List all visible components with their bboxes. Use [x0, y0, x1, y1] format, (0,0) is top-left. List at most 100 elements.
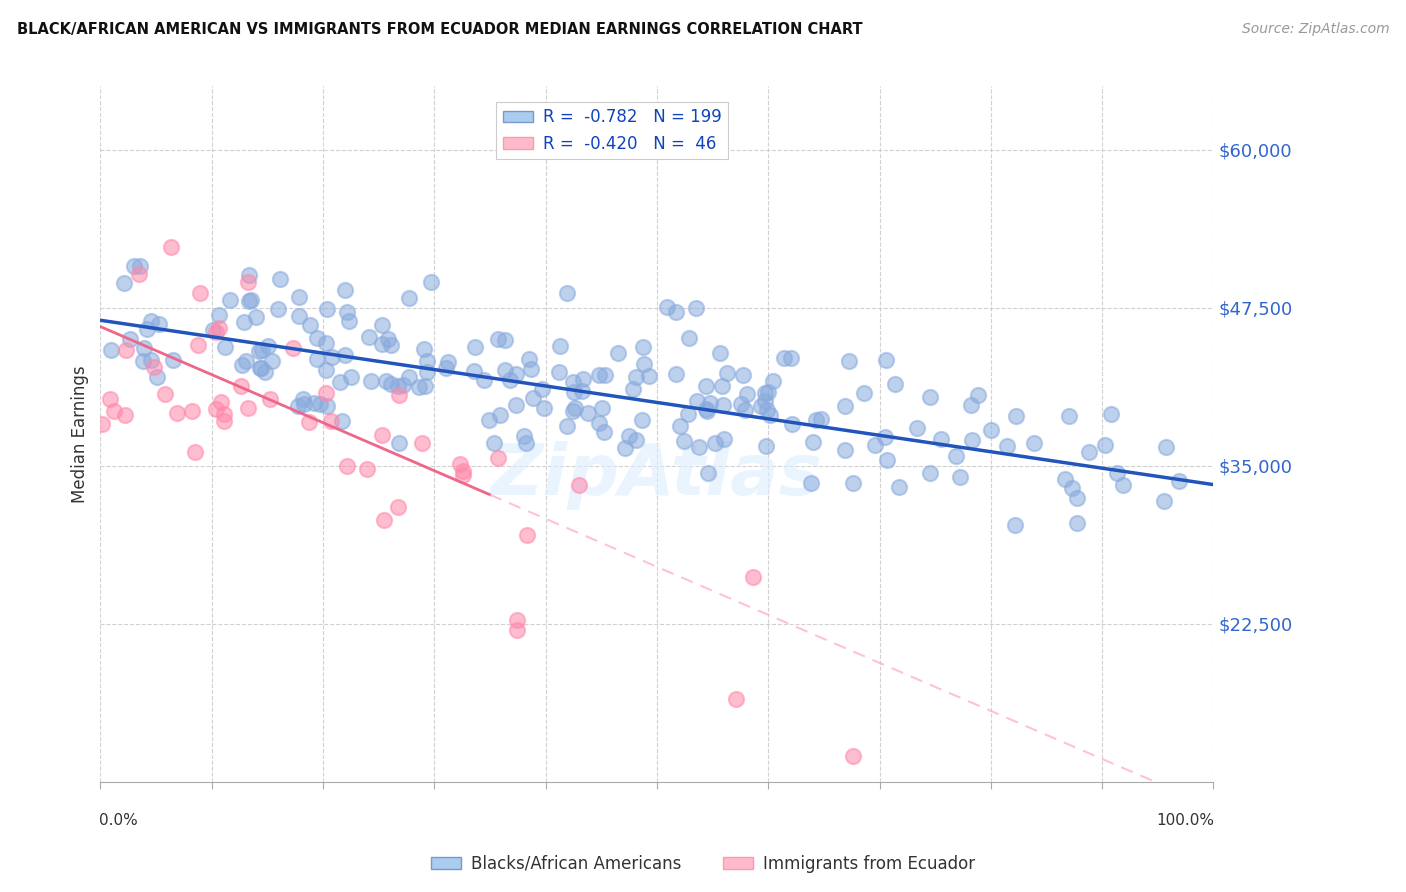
Point — [561, 375, 583, 389]
Point — [337, 314, 360, 328]
Point — [555, 419, 578, 434]
Point — [668, 418, 690, 433]
Point — [1057, 409, 1080, 423]
Point — [231, 358, 253, 372]
Point — [806, 412, 828, 426]
Point — [631, 340, 654, 354]
Point — [853, 386, 876, 401]
Point — [139, 353, 162, 368]
Point — [321, 350, 343, 364]
Point — [759, 409, 782, 423]
Point — [960, 397, 983, 411]
Point — [519, 361, 541, 376]
Point — [949, 469, 972, 483]
Point — [967, 388, 990, 402]
Point — [207, 321, 229, 335]
Point — [730, 397, 752, 411]
Point — [516, 528, 538, 542]
Point — [214, 340, 236, 354]
Point — [181, 404, 204, 418]
Point — [522, 391, 544, 405]
Legend: R =  -0.782   N = 199, R =  -0.420   N =  46: R = -0.782 N = 199, R = -0.420 N = 46 — [496, 102, 728, 160]
Point — [665, 305, 688, 319]
Point — [398, 370, 420, 384]
Point — [377, 332, 399, 346]
Point — [90, 417, 112, 432]
Point — [696, 404, 718, 418]
Point — [591, 401, 613, 415]
Point — [838, 353, 860, 368]
Point — [572, 372, 595, 386]
Point — [135, 322, 157, 336]
Point — [617, 429, 640, 443]
Point — [506, 623, 529, 637]
Point — [233, 315, 256, 329]
Point — [235, 354, 257, 368]
Point — [434, 361, 457, 376]
Point — [463, 364, 485, 378]
Point — [387, 500, 409, 514]
Point — [114, 408, 136, 422]
Point — [905, 420, 928, 434]
Point — [380, 338, 402, 352]
Point — [699, 396, 721, 410]
Point — [1053, 472, 1076, 486]
Point — [416, 354, 439, 368]
Point — [128, 267, 150, 281]
Point — [287, 399, 309, 413]
Text: ZipAtlas: ZipAtlas — [491, 442, 823, 510]
Point — [371, 428, 394, 442]
Point — [755, 402, 778, 417]
Point — [208, 308, 231, 322]
Point — [240, 293, 263, 308]
Point — [486, 450, 509, 465]
Point — [810, 411, 832, 425]
Point — [148, 318, 170, 332]
Point — [330, 414, 353, 428]
Point — [710, 379, 733, 393]
Point — [564, 401, 586, 415]
Point — [212, 407, 235, 421]
Point — [613, 442, 636, 456]
Point — [118, 332, 141, 346]
Point — [704, 435, 727, 450]
Point — [112, 277, 135, 291]
Point — [548, 365, 571, 379]
Point — [449, 457, 471, 471]
Point — [333, 283, 356, 297]
Point — [876, 452, 898, 467]
Point — [489, 409, 512, 423]
Point — [302, 396, 325, 410]
Point — [960, 434, 983, 448]
Point — [287, 290, 309, 304]
Point — [356, 462, 378, 476]
Point — [270, 271, 292, 285]
Point — [415, 379, 437, 393]
Point — [633, 357, 655, 371]
Point — [513, 429, 536, 443]
Point — [772, 351, 794, 365]
Point — [607, 346, 630, 360]
Point — [360, 374, 382, 388]
Point — [494, 333, 516, 347]
Point — [841, 749, 863, 764]
Point — [187, 338, 209, 352]
Point — [505, 368, 527, 382]
Point — [160, 240, 183, 254]
Point — [686, 393, 709, 408]
Point — [145, 370, 167, 384]
Point — [238, 268, 260, 282]
Point — [328, 376, 350, 390]
Point — [801, 435, 824, 450]
Point — [555, 286, 578, 301]
Point — [201, 323, 224, 337]
Point — [756, 385, 779, 400]
Point — [340, 369, 363, 384]
Point — [316, 399, 339, 413]
Point — [754, 393, 776, 408]
Point — [638, 369, 661, 384]
Point — [472, 372, 495, 386]
Point — [218, 293, 240, 308]
Point — [103, 404, 125, 418]
Point — [742, 570, 765, 584]
